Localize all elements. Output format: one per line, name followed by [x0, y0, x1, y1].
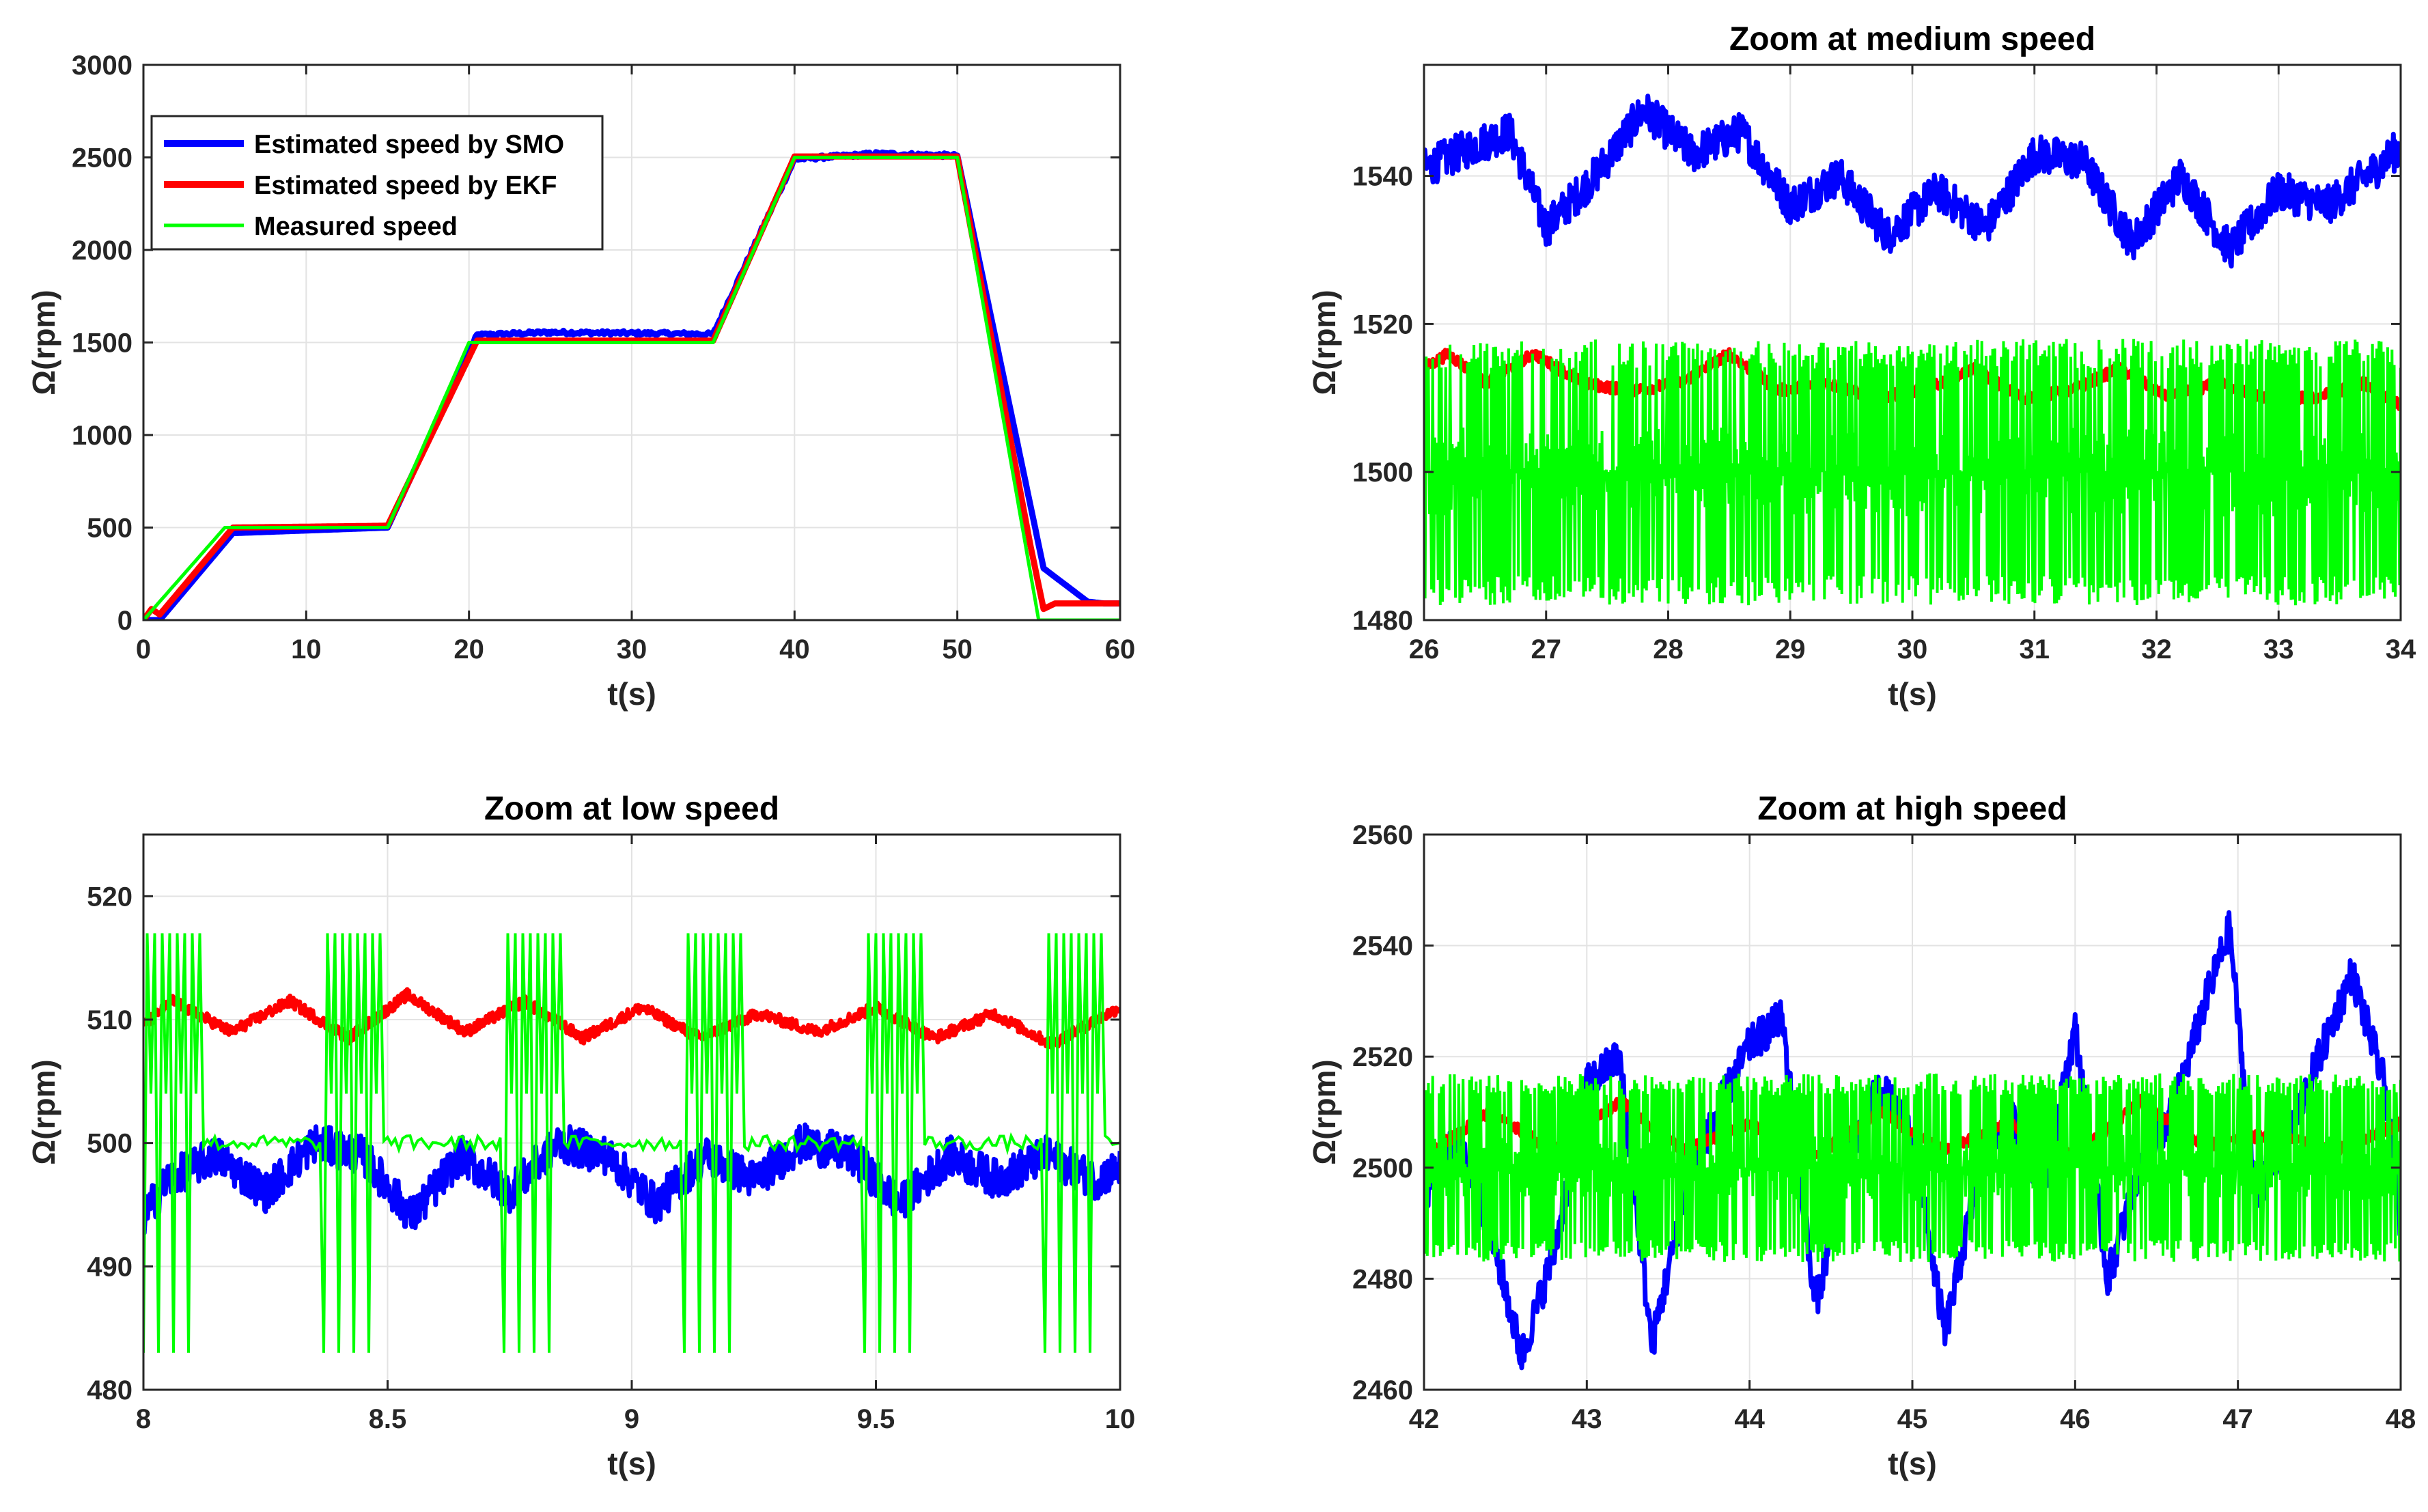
- y-axis-label: Ω(rpm): [1307, 1059, 1342, 1164]
- y-tick-label: 500: [87, 1129, 132, 1159]
- x-axis-label: t(s): [607, 676, 656, 712]
- y-axis-label: Ω(rpm): [26, 1059, 61, 1164]
- x-tick-label: 0: [136, 634, 151, 664]
- y-tick-label: 1480: [1352, 606, 1413, 636]
- y-tick-label: 2460: [1352, 1375, 1413, 1405]
- x-axis-label: t(s): [1888, 676, 1937, 712]
- y-tick-label: 1540: [1352, 162, 1413, 192]
- y-tick-label: 1000: [72, 421, 132, 451]
- series-group-medium: [1424, 94, 2401, 606]
- x-tick-label: 46: [2060, 1404, 2091, 1434]
- x-axis-label: t(s): [1888, 1446, 1937, 1481]
- y-tick-label: 480: [87, 1375, 132, 1405]
- x-tick-label: 9: [624, 1404, 639, 1434]
- y-tick-label: 510: [87, 1005, 132, 1035]
- y-tick-label: 2520: [1352, 1042, 1413, 1072]
- legend-label-ekf: Estimated speed by EKF: [254, 171, 557, 200]
- x-tick-label: 45: [1897, 1404, 1928, 1434]
- x-tick-label: 29: [1775, 634, 1806, 664]
- x-tick-label: 26: [1409, 634, 1440, 664]
- series-group-high: [1424, 910, 2401, 1371]
- legend-label-smo: Estimated speed by SMO: [254, 130, 564, 159]
- series-group-low: [143, 933, 1120, 1353]
- series-line-ekf-full: [143, 156, 1120, 620]
- x-tick-label: 60: [1105, 634, 1136, 664]
- x-tick-label: 8.5: [369, 1404, 407, 1434]
- x-tick-label: 9.5: [857, 1404, 895, 1434]
- x-tick-label: 30: [617, 634, 647, 664]
- chart-title-low: Zoom at low speed: [484, 791, 779, 827]
- y-axis-label: Ω(rpm): [1307, 290, 1342, 395]
- x-tick-label: 10: [291, 634, 322, 664]
- series-line-measured-medium: [1424, 339, 2401, 606]
- x-tick-label: 28: [1653, 634, 1684, 664]
- chart-panel-low: 8 8.5 9 9.5 10 480 490 500 510 520 t(s) Ω(rpm) Zoom …: [26, 791, 1135, 1481]
- y-tick-label: 2480: [1352, 1264, 1413, 1294]
- series-group-full: [143, 149, 1120, 620]
- y-tick-label: 2560: [1352, 820, 1413, 850]
- series-line-smo-medium: [1424, 94, 2401, 269]
- y-tick-label: 490: [87, 1252, 132, 1282]
- x-axis-label: t(s): [607, 1446, 656, 1481]
- x-tick-label: 33: [2263, 634, 2294, 664]
- chart-panel-full: 0 10 20 30 40 50 60 0 500 1000 1500 2000 2500 3000 t(s…: [26, 51, 1135, 712]
- legend: Estimated speed by SMO Estimated speed by…: [150, 115, 604, 251]
- x-tick-label: 42: [1409, 1404, 1440, 1434]
- chart-panel-high: 42 43 44 45 46 47 48 2460 2480 2500 2520 2540 2560 t(…: [1307, 791, 2416, 1481]
- y-tick-label: 3000: [72, 51, 132, 81]
- y-tick-label: 520: [87, 882, 132, 912]
- y-tick-label: 500: [87, 514, 132, 544]
- y-tick-label: 2500: [1352, 1153, 1413, 1184]
- y-tick-label: 2540: [1352, 932, 1413, 962]
- x-tick-label: 47: [2222, 1404, 2253, 1434]
- y-tick-label: 1520: [1352, 309, 1413, 339]
- chart-title-medium: Zoom at medium speed: [1729, 21, 2095, 57]
- x-tick-label: 40: [779, 634, 810, 664]
- x-tick-label: 20: [453, 634, 484, 664]
- x-tick-label: 30: [1897, 634, 1928, 664]
- series-line-measured-high: [1424, 1073, 2401, 1263]
- y-tick-label: 1500: [1352, 458, 1413, 488]
- legend-label-measured: Measured speed: [254, 212, 458, 241]
- x-tick-label: 10: [1105, 1404, 1136, 1434]
- x-tick-label: 31: [2020, 634, 2050, 664]
- chart-title-high: Zoom at high speed: [1757, 791, 2067, 827]
- x-tick-label: 34: [2386, 634, 2416, 664]
- y-tick-label: 2500: [72, 143, 132, 173]
- y-tick-label: 1500: [72, 328, 132, 359]
- x-tick-label: 8: [136, 1404, 151, 1434]
- chart-panel-medium: 26 27 28 29 30 31 32 33 34 1480 1500 1520 1540 t(s) Ω(…: [1307, 21, 2416, 712]
- x-tick-label: 44: [1734, 1404, 1765, 1434]
- series-line-ekf-low: [143, 987, 1120, 1050]
- x-tick-label: 48: [2386, 1404, 2416, 1434]
- y-tick-label: 2000: [72, 236, 132, 266]
- x-tick-label: 50: [942, 634, 973, 664]
- x-tick-label: 32: [2141, 634, 2172, 664]
- y-tick-label: 0: [117, 606, 132, 636]
- x-tick-label: 27: [1531, 634, 1562, 664]
- y-axis-label: Ω(rpm): [26, 290, 61, 395]
- series-line-measured-low: [143, 933, 1120, 1353]
- x-tick-label: 43: [1572, 1404, 1602, 1434]
